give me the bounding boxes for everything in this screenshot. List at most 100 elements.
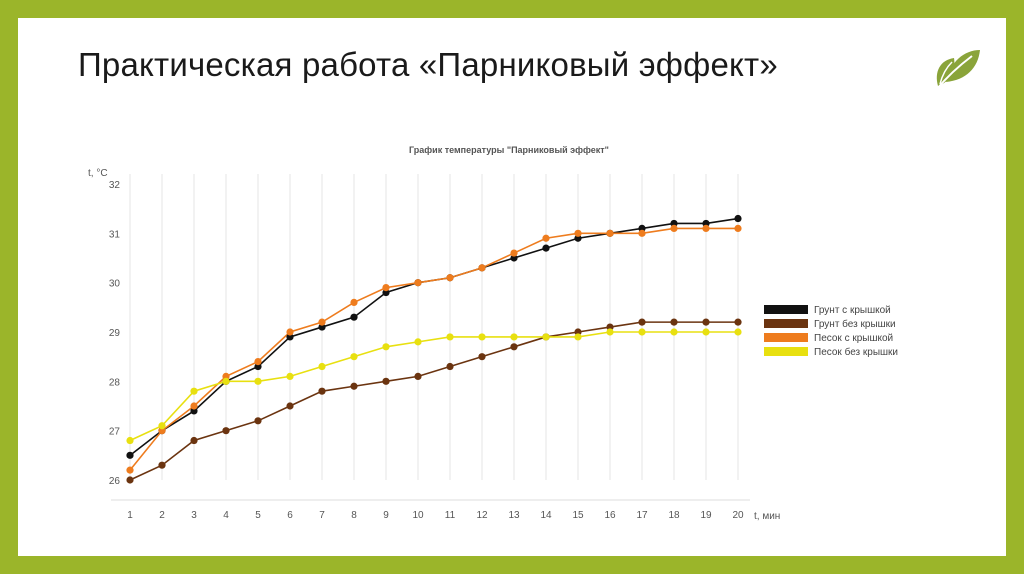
series-line [129,217,739,456]
data-point [350,313,358,321]
data-point [158,427,166,435]
data-point [190,387,198,395]
data-point [382,288,390,297]
x-tick-label: 18 [668,510,680,521]
axis-ticks: 1 2 3 4 5 6 7 8 9 10 11 12 13 14 15 16 17 18 19 20262728293… [109,180,744,521]
data-point [446,274,454,282]
x-tick-label: 10 [412,510,424,521]
data-point [606,328,614,336]
x-tick-label: 5 [255,510,261,521]
series-points [126,214,742,484]
data-point [574,333,582,341]
data-point [286,333,294,341]
data-point [350,382,358,390]
data-point [734,318,742,326]
x-tick-label: 15 [572,510,584,521]
data-point [478,353,486,361]
y-tick-label: 30 [109,279,121,290]
x-tick-label: 2 [159,510,165,521]
series-line [129,321,738,481]
data-point [542,234,550,242]
data-point [670,219,678,228]
legend-label: Песок с крышкой [814,333,893,344]
y-tick-label: 27 [109,427,121,438]
x-tick-label: 13 [508,510,520,521]
legend-label: Грунт без крышки [814,318,896,330]
data-point [670,328,678,336]
data-point [254,358,262,366]
data-point [414,279,422,287]
slide-title: Практическая работа «Парниковый эффект» [78,46,778,83]
data-point [350,298,358,306]
data-point [478,264,486,272]
data-point [254,362,262,371]
series-lines [129,217,739,481]
data-point [286,328,294,336]
data-point [606,229,614,237]
chart-title: График температуры "Парниковый эффект" [409,145,609,155]
data-point [702,328,710,336]
series-line [129,331,738,442]
data-point [414,338,422,346]
data-point [734,214,742,223]
x-tick-label: 12 [476,510,488,521]
data-point [286,372,294,380]
x-axis-label: t, мин [754,511,780,522]
data-point [158,461,166,469]
data-point [702,224,710,232]
x-tick-label: 11 [445,510,456,521]
legend-swatch [764,319,808,328]
x-tick-label: 4 [223,510,229,521]
data-point [126,451,134,459]
leaf-icon [935,50,980,91]
data-point [510,254,518,262]
data-point [702,318,710,326]
x-tick-label: 3 [191,510,197,521]
data-point [670,224,678,232]
x-tick-label: 20 [732,510,744,521]
data-point [606,323,614,331]
data-point [638,328,646,336]
data-point [126,436,134,445]
data-point [318,318,326,326]
y-axis-label: t, °C [88,168,108,179]
legend-swatch [764,305,808,314]
data-point [126,476,134,484]
x-tick-label: 8 [351,510,357,521]
data-point [734,224,742,232]
data-point [510,333,518,341]
chart: График температуры "Парниковый эффект" t… [88,145,898,522]
data-point [318,323,326,331]
data-point [638,229,646,237]
data-point [222,372,230,380]
data-point [158,422,166,430]
data-point [478,333,486,341]
data-point [638,224,646,232]
data-point [542,333,550,341]
data-point [382,377,390,385]
data-point [734,328,742,336]
series-line [129,227,738,471]
slide: Практическая работа «Парниковый эффект» … [18,18,1006,556]
data-point [190,407,198,415]
data-point [446,362,454,371]
data-point [510,343,518,351]
data-point [574,234,582,242]
data-point [638,318,646,326]
x-tick-label: 19 [700,510,712,521]
x-tick-label: 14 [540,510,552,521]
data-point [574,229,582,237]
legend-label: Песок без крышки [814,346,898,358]
data-point [446,333,454,341]
legend-label: Грунт с крышкой [814,305,891,316]
x-tick-label: 16 [604,510,616,521]
y-tick-label: 29 [109,328,121,339]
data-point [382,343,390,351]
legend: Грунт с крышкой Грунт без крышки Песок с к… [764,305,898,358]
data-point [382,284,390,292]
x-tick-label: 7 [319,510,325,521]
x-tick-label: 6 [287,510,293,521]
data-point [414,372,422,380]
x-tick-label: 17 [636,510,648,521]
data-point [574,328,582,336]
